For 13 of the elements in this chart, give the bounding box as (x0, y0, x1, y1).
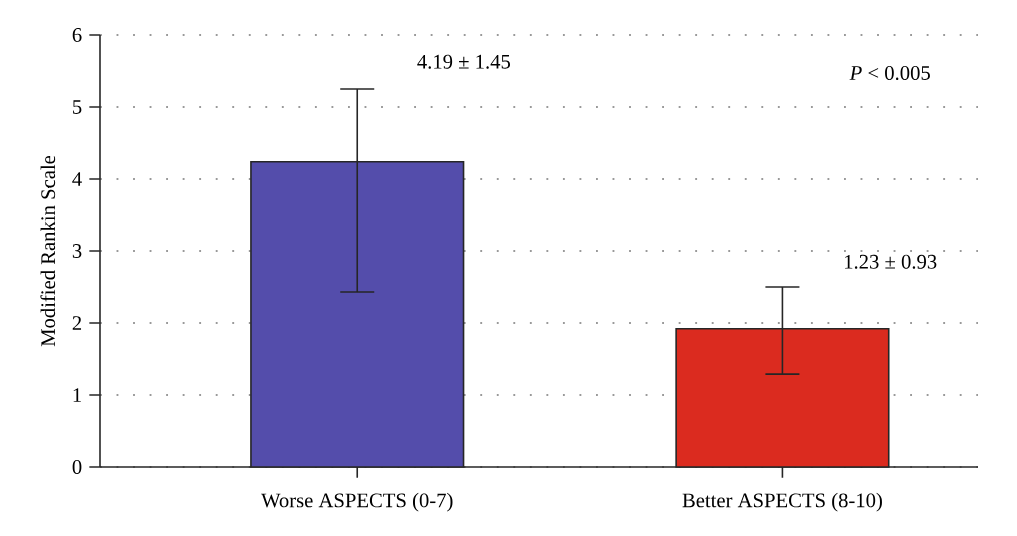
y-tick-label: 4 (72, 172, 82, 186)
y-tick-label: 0 (72, 460, 82, 474)
x-tick-label: Worse ASPECTS (0-7) (261, 492, 453, 512)
y-tick-label: 6 (72, 28, 82, 42)
annotation: P < 0.005 (849, 66, 930, 81)
x-tick-label: Better ASPECTS (8-10) (682, 492, 882, 512)
y-tick-label: 1 (73, 388, 81, 402)
y-axis-title: Modified Rankin Scale (40, 155, 56, 347)
annotation: 4.19 ± 1.45 (417, 54, 511, 69)
annotation: 1.23 ± 0.93 (845, 254, 937, 269)
y-tick-label: 2 (72, 316, 82, 330)
y-tick-label: 5 (73, 100, 82, 114)
y-tick-label: 3 (72, 244, 82, 258)
